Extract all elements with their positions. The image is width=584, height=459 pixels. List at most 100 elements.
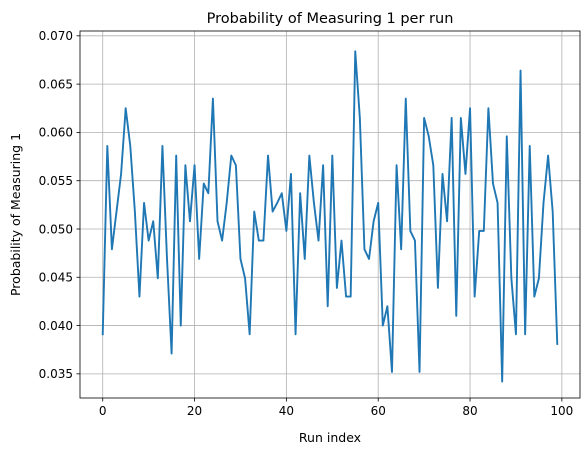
data-point [455,315,457,317]
data-point [148,239,150,242]
data-point [474,295,476,298]
data-point [322,164,324,166]
data-point [115,211,118,213]
y-tick-label: 0.045 [39,271,73,285]
data-point [359,117,361,119]
data-point [161,145,164,147]
data-point [134,211,136,213]
data-point [125,107,127,109]
data-point [492,182,494,185]
data-point [542,202,545,204]
data-point [487,107,489,109]
data-point [437,287,439,289]
y-tick-label: 0.070 [39,29,73,43]
data-point [244,277,246,279]
data-point [304,258,306,260]
data-point [354,50,356,52]
data-point [368,258,370,260]
data-point [400,248,402,250]
x-tick-labels: 0 20 40 60 80 100 [99,404,573,418]
data-point [239,258,242,260]
series-layer [101,50,559,383]
y-tick-label: 0.040 [39,319,73,333]
x-axis-label: Run index [299,430,361,445]
data-point [524,333,526,335]
data-point [249,333,251,335]
data-point [230,154,232,157]
data-point [294,333,297,335]
data-point [547,154,549,157]
data-point [184,164,186,166]
y-axis-label: Probability of Measuring 1 [8,133,23,296]
data-point [226,202,228,204]
y-tick-labels: 0.035 0.040 0.045 0.050 0.055 0.060 0.065 0.070 [39,29,73,381]
data-point [391,371,393,373]
data-point [460,117,462,119]
data-point [506,135,508,137]
data-point [258,239,260,242]
data-point [556,343,558,345]
data-point [102,333,104,335]
data-point [469,107,471,109]
data-point [221,239,223,242]
data-point [203,182,205,185]
data-point [262,239,265,242]
data-point [313,202,315,204]
data-point [308,154,310,157]
data-point [441,173,444,175]
series-line [101,50,559,383]
y-tick-label: 0.065 [39,77,73,91]
data-point [235,164,237,166]
data-point [373,220,375,222]
data-point [276,202,278,204]
chart-title: Probability of Measuring 1 per run [207,11,454,27]
data-point [175,154,177,157]
y-tick-label: 0.035 [39,367,73,381]
data-point [336,287,338,289]
data-point [212,98,214,100]
data-point [171,352,173,355]
data-point [166,258,168,260]
data-point [552,211,554,213]
x-tick-label: 100 [550,404,573,418]
data-point [464,173,467,175]
data-point [386,305,388,307]
data-point [418,371,421,373]
data-point [317,239,320,242]
data-point [529,145,531,147]
x-tick-label: 60 [371,404,386,418]
axes-frame [79,30,581,399]
data-point [533,295,535,298]
data-point [267,154,269,157]
data-point [451,117,453,119]
series-points [102,50,558,383]
data-point [157,277,159,279]
data-point [405,98,407,100]
data-point [331,154,333,157]
data-point [216,220,219,222]
x-tick-label: 80 [462,404,477,418]
data-point [483,230,485,232]
data-point [281,192,283,194]
data-point [193,164,196,166]
data-point [340,239,343,242]
data-point [180,324,182,327]
x-tick-label: 0 [99,404,107,418]
data-point [478,230,480,232]
data-point [207,192,209,194]
data-point [428,135,430,137]
data-point [501,380,503,383]
y-tick-label: 0.050 [39,222,73,236]
data-point [253,211,255,213]
tick-marks [76,35,563,402]
data-point [129,145,131,147]
data-point [138,295,141,298]
data-point [272,211,274,213]
data-point [106,145,108,147]
y-tick-label: 0.060 [39,126,73,140]
data-point [423,117,425,119]
data-point [111,248,113,250]
data-point [395,164,398,166]
